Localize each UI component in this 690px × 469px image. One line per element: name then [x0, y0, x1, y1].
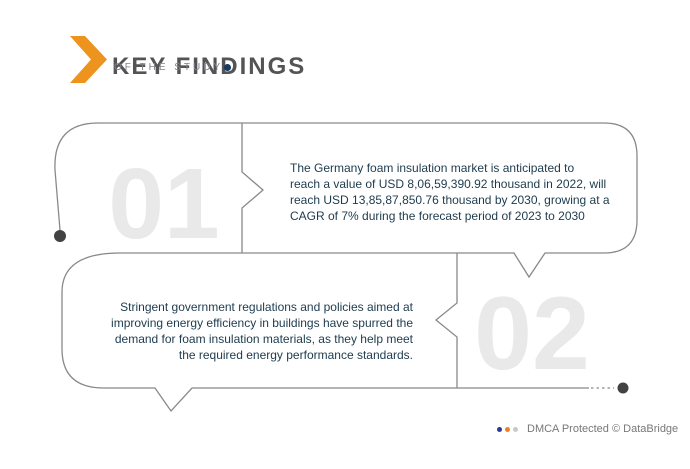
dmca-text: DMCA Protected © DataBridge: [527, 423, 679, 435]
footer-dot-gray-icon: [513, 426, 518, 432]
bubble2-divider-chevron: [434, 253, 458, 388]
logo-arrow-shape: [70, 36, 107, 83]
page-title: KEY FINDINGS: [112, 53, 307, 81]
finding-1-line: reach a value of USD 8,06,59,390.92 thou…: [290, 177, 607, 191]
start-terminal-dot: [54, 230, 66, 242]
footer-dot-blue-icon: [497, 426, 502, 432]
finding-1-line: The Germany foam insulation market is an…: [290, 161, 575, 175]
brand-dot-icon: [224, 64, 232, 71]
finding-2-text: Stringent government regulations and pol…: [75, 299, 413, 363]
finding-2-line: the required energy performance standard…: [178, 348, 413, 362]
end-terminal-dot: [617, 382, 629, 394]
finding-2-number: 02: [474, 276, 590, 392]
page-subtitle-row: OF THE STUDY: [114, 62, 232, 73]
finding-1-number: 01: [108, 148, 220, 260]
finding-2-line: demand for foam insulation materials, as…: [114, 332, 413, 346]
page-subtitle: OF THE STUDY: [114, 62, 224, 73]
bubble-outline-path: [54, 122, 638, 413]
logo-arrow-icon: [70, 36, 107, 83]
dmca-badge: DMCA Protected © DataBridge: [497, 422, 678, 436]
finding-1-line: reach USD 13,85,87,850.76 thousand by 20…: [290, 193, 610, 207]
footer-dot-orange-icon: [505, 426, 510, 432]
finding-2-line: Stringent government regulations and pol…: [120, 300, 413, 314]
finding-2-line: improving energy efficiency in buildings…: [111, 316, 413, 330]
bubble1-divider-chevron: [241, 123, 264, 253]
finding-1-text: The Germany foam insulation market is an…: [290, 160, 620, 224]
finding-1-line: CAGR of 7% during the forecast period of…: [290, 209, 585, 223]
